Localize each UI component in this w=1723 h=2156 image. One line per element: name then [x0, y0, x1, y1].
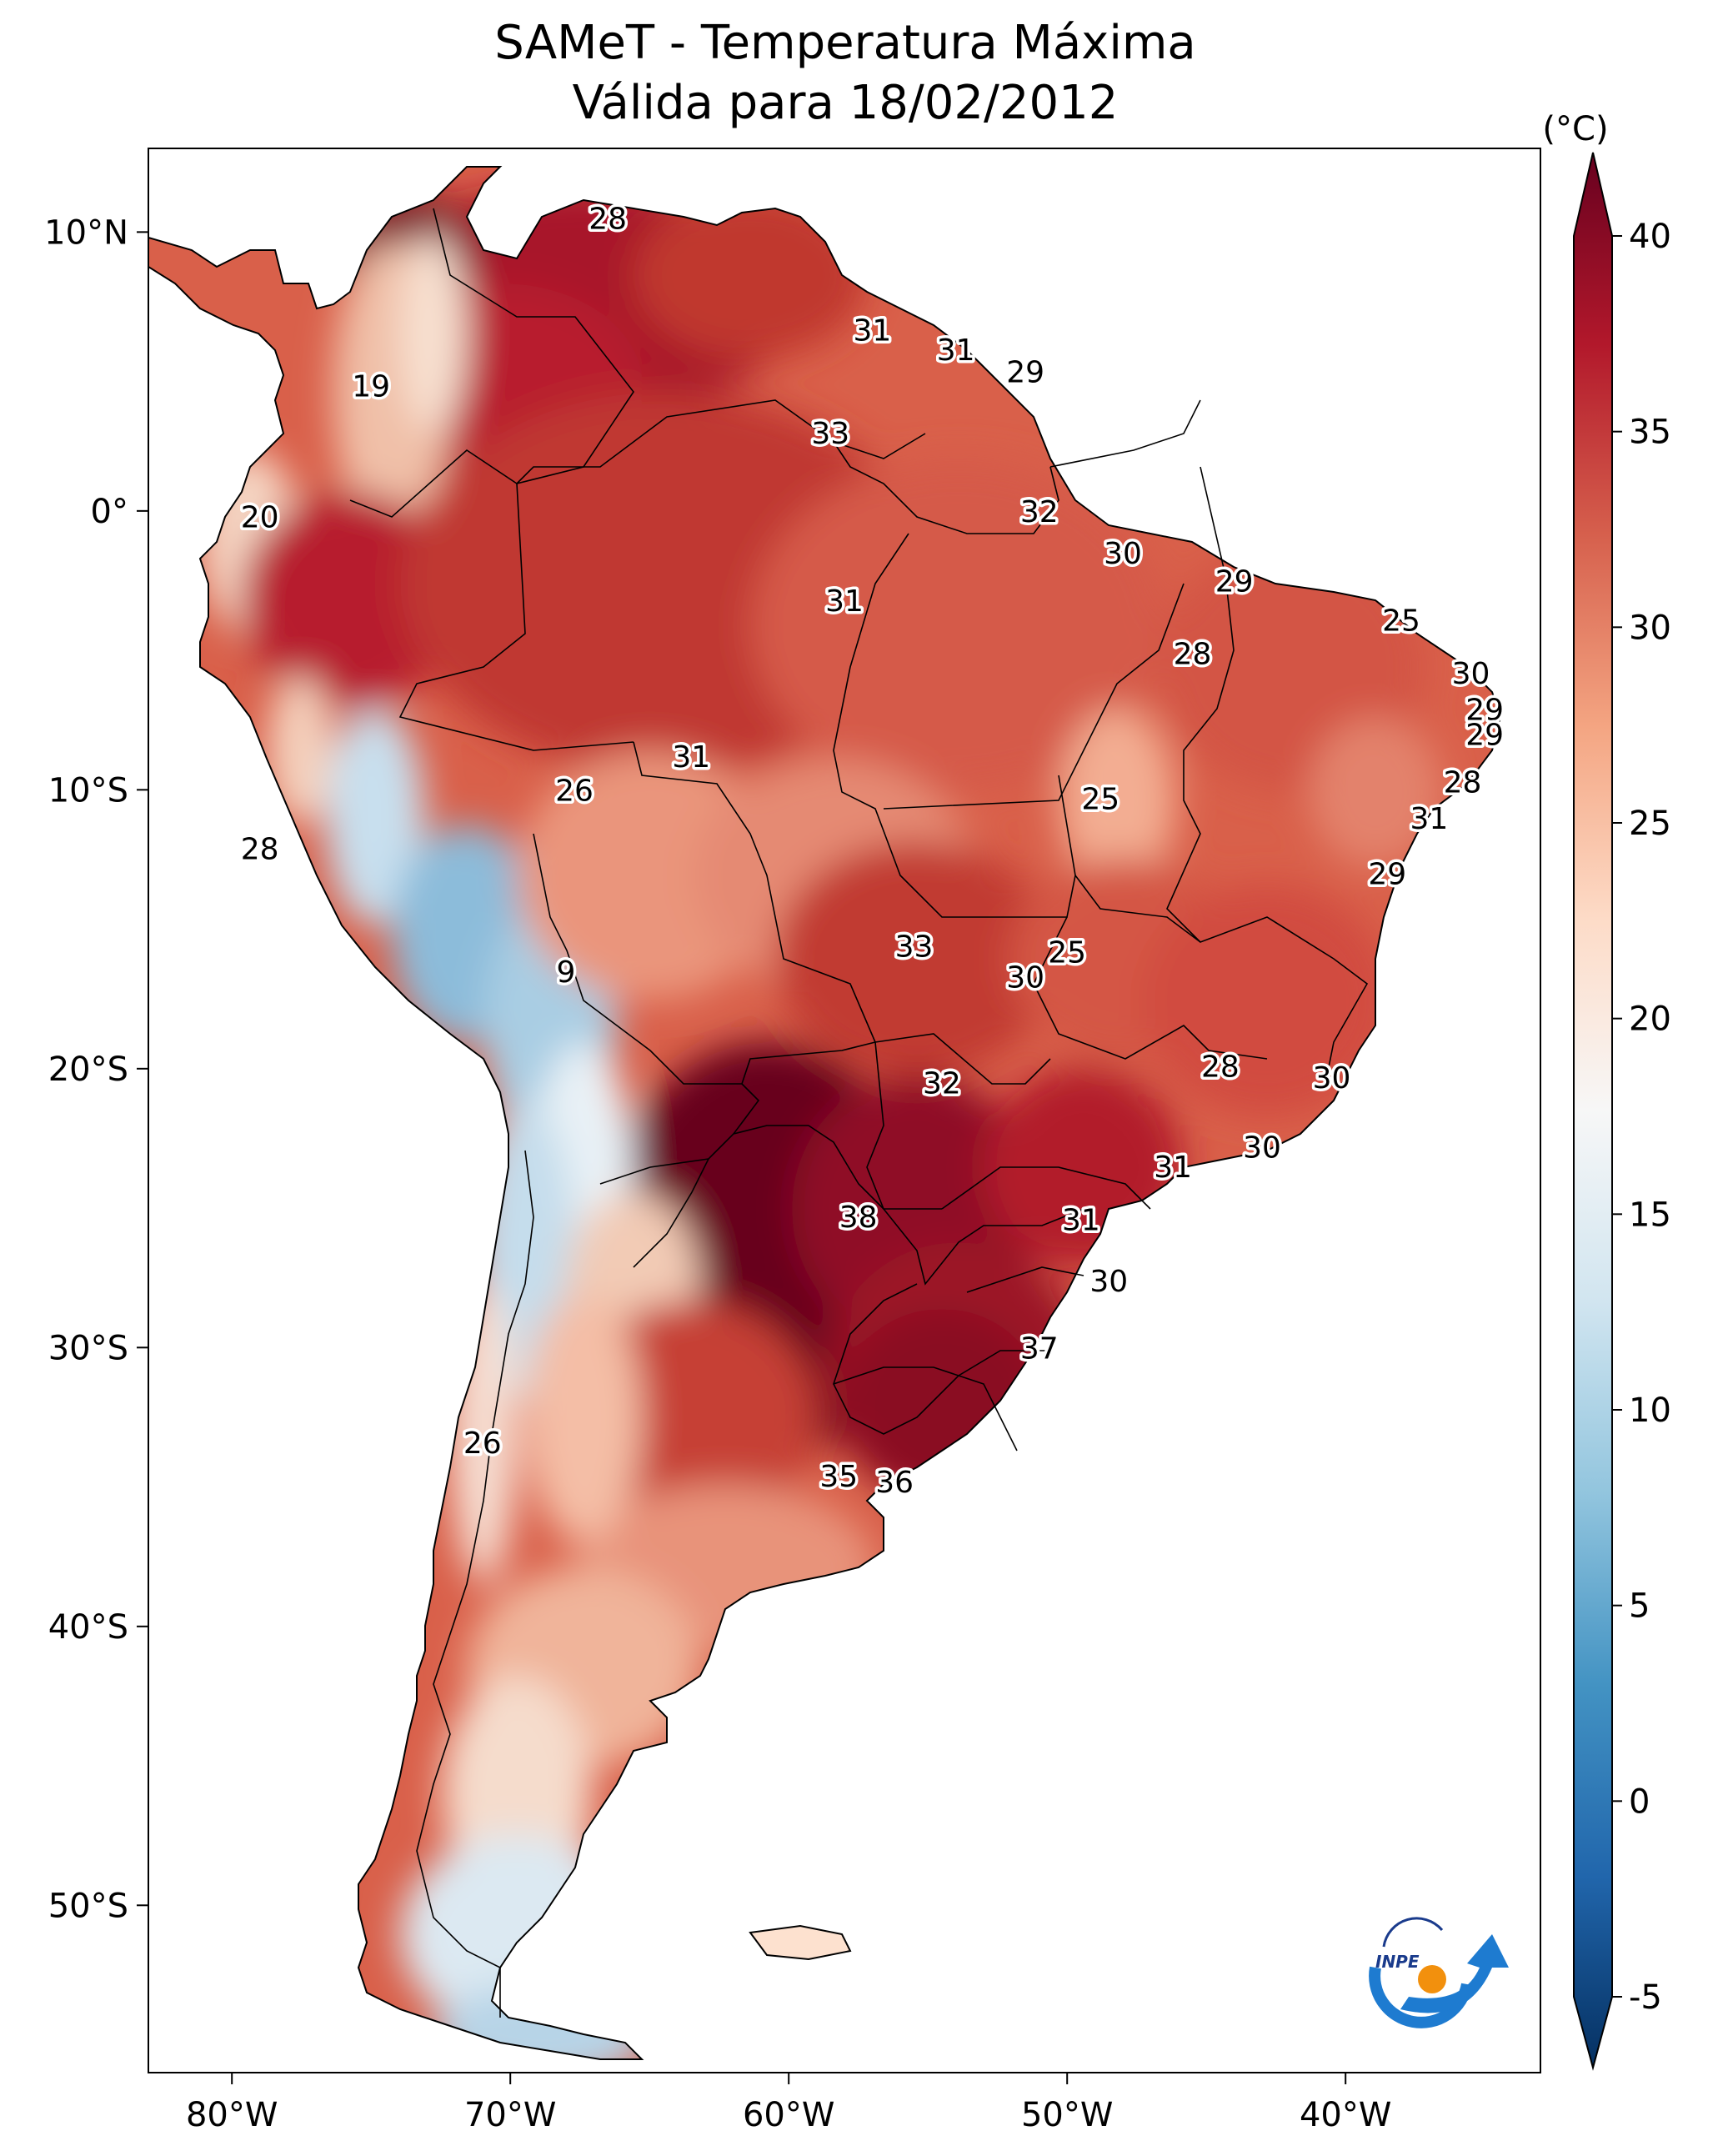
station-temperature-label: 31 — [853, 313, 891, 348]
colorbar-tick-label: 0 — [1629, 1782, 1650, 1821]
station-temperature-label: 37 — [1020, 1331, 1059, 1366]
colorbar-tick-label: 25 — [1629, 805, 1671, 843]
station-temperature-label: 29 — [1368, 858, 1406, 892]
station-temperature-label: 33 — [811, 417, 849, 451]
colorbar-scale — [1573, 152, 1613, 2071]
station-temperature-label: 26 — [463, 1426, 502, 1461]
station-temperature-label: 29 — [1006, 356, 1044, 390]
station-temperature-label: 31 — [825, 584, 864, 619]
station-temperature-label: 30 — [1089, 1265, 1128, 1299]
inpe-logo: INPE — [1369, 1917, 1509, 2028]
colorbar-tick-label: 5 — [1629, 1587, 1650, 1626]
station-temperature-label: 25 — [1048, 935, 1086, 970]
station-temperature-label: 28 — [589, 203, 627, 237]
map-frame — [148, 148, 1541, 2073]
station-temperature-label: 20 — [241, 501, 279, 535]
colorbar-tick-label: 20 — [1629, 1000, 1671, 1039]
station-temperature-label: 25 — [1081, 782, 1119, 816]
station-temperature-label: 28 — [241, 833, 279, 867]
station-temperature-label: 32 — [1020, 495, 1059, 529]
station-temperature-label: 36 — [875, 1466, 914, 1500]
coastline — [148, 166, 1502, 2060]
station-temperature-label: 29 — [1465, 693, 1504, 727]
y-tick-label: 40°S — [48, 1608, 128, 1647]
y-tick-label: 10°S — [48, 771, 128, 810]
colorbar-tick-label: 40 — [1629, 218, 1671, 256]
colorbar-tick-label: 30 — [1629, 609, 1671, 647]
y-tick-label: 10°N — [44, 213, 128, 252]
station-temperature-label: 31 — [672, 740, 710, 775]
x-tick-label: 80°W — [186, 2096, 278, 2134]
station-temperature-label: 29 — [1215, 564, 1254, 599]
station-temperature-label: 30 — [1313, 1061, 1351, 1096]
station-temperature-label: 31 — [1410, 802, 1448, 836]
station-temperature-label: 35 — [819, 1460, 858, 1494]
x-tick-label: 60°W — [743, 2096, 834, 2134]
station-temperature-label: 25 — [1382, 604, 1420, 638]
x-tick-label: 50°W — [1021, 2096, 1113, 2134]
station-temperature-label: 26 — [555, 774, 594, 808]
station-temperature-label: 31 — [1154, 1151, 1192, 1185]
map-subtitle: Válida para 18/02/2012 — [572, 76, 1119, 130]
station-temperature-label: 32 — [923, 1067, 961, 1101]
falkland-islands — [749, 1924, 852, 1961]
x-tick-label: 40°W — [1300, 2096, 1391, 2134]
station-temperature-label: 30 — [1104, 537, 1142, 571]
y-tick-label: 30°S — [48, 1329, 128, 1367]
x-tick-label: 70°W — [464, 2096, 556, 2134]
y-tick-label: 20°S — [48, 1050, 128, 1089]
station-temperature-label: 38 — [839, 1201, 878, 1235]
station-temperature-label: 30 — [1243, 1131, 1281, 1165]
y-tick-label: 50°S — [48, 1887, 128, 1925]
svg-text:INPE: INPE — [1375, 1952, 1420, 1972]
station-temperature-label: 30 — [1452, 657, 1490, 691]
station-temperature-label: 19 — [352, 369, 390, 404]
colorbar-tick-label: 15 — [1629, 1196, 1671, 1234]
station-temperature-label: 33 — [895, 930, 934, 965]
colorbar-tick-label: -5 — [1629, 1978, 1662, 2017]
station-temperature-label: 29 — [1465, 718, 1504, 752]
station-temperature-label: 31 — [1062, 1203, 1100, 1237]
colorbar-tick-label: 10 — [1629, 1391, 1671, 1430]
station-temperature-label: 31 — [937, 333, 975, 368]
country-borders — [349, 208, 1369, 2018]
station-temperature-label: 9 — [557, 955, 576, 990]
colorbar: (°C) -5 0 5 10 15 20 25 30 35 40 — [1542, 110, 1671, 2071]
station-temperature-label: 28 — [1444, 765, 1482, 800]
colorbar-unit-label: (°C) — [1542, 110, 1608, 148]
station-temperature-label: 28 — [1174, 637, 1212, 671]
station-temperature-label: 28 — [1201, 1050, 1240, 1084]
map-title: SAMeT - Temperatura Máxima — [494, 16, 1196, 70]
colorbar-tick-label: 35 — [1629, 414, 1671, 452]
y-tick-label: 0° — [91, 493, 128, 531]
station-temperature-label: 30 — [1006, 960, 1044, 995]
